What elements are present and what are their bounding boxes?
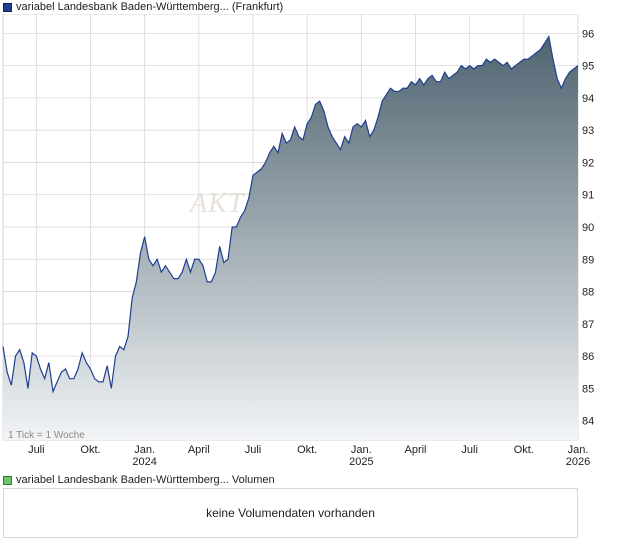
x-year-label: 2026 [566,456,590,468]
x-tick-label: Okt. [297,444,317,456]
x-tick-label: Juli [245,444,262,456]
x-tick-label: Juli [461,444,478,456]
volume-message: keine Volumendaten vorhanden [206,506,375,520]
y-tick-label: 87 [582,319,594,331]
y-tick-label: 86 [582,351,594,363]
x-tick-label: Okt. [514,444,534,456]
y-tick-label: 96 [582,28,594,40]
y-tick-label: 84 [582,416,594,428]
price-area [3,36,578,441]
y-tick-label: 92 [582,157,594,169]
price-legend-label: variabel Landesbank Baden-Württemberg...… [16,1,284,13]
y-tick-label: 94 [582,93,594,105]
x-tick-label: Jan. [351,444,372,456]
x-tick-label: Jan. [568,444,589,456]
x-tick-label: April [404,444,426,456]
tick-note: 1 Tick = 1 Woche [8,430,85,441]
y-axis: 84 85 86 87 88 89 90 91 92 93 94 95 96 [582,28,594,427]
volume-legend-swatch [3,475,12,485]
price-line [2,34,579,394]
x-year-label: 2025 [349,456,373,468]
x-year-label: 2024 [132,456,156,468]
price-legend-swatch [3,2,12,12]
x-tick-label: Jan. [134,444,155,456]
y-tick-label: 95 [582,61,594,73]
volume-panel: keine Volumendaten vorhanden [3,488,578,538]
y-tick-label: 90 [582,222,594,234]
y-tick-label: 93 [582,125,594,137]
volume-legend-label: variabel Landesbank Baden-Württemberg...… [16,474,275,486]
y-tick-label: 88 [582,287,594,299]
y-tick-label: 91 [582,190,594,202]
x-tick-label: April [188,444,210,456]
volume-legend: variabel Landesbank Baden-Württemberg...… [3,474,275,486]
x-tick-label: Juli [28,444,45,456]
price-legend: variabel Landesbank Baden-Württemberg...… [3,1,283,13]
x-tick-label: Okt. [80,444,100,456]
y-tick-label: 89 [582,254,594,266]
y-tick-label: 85 [582,383,594,395]
